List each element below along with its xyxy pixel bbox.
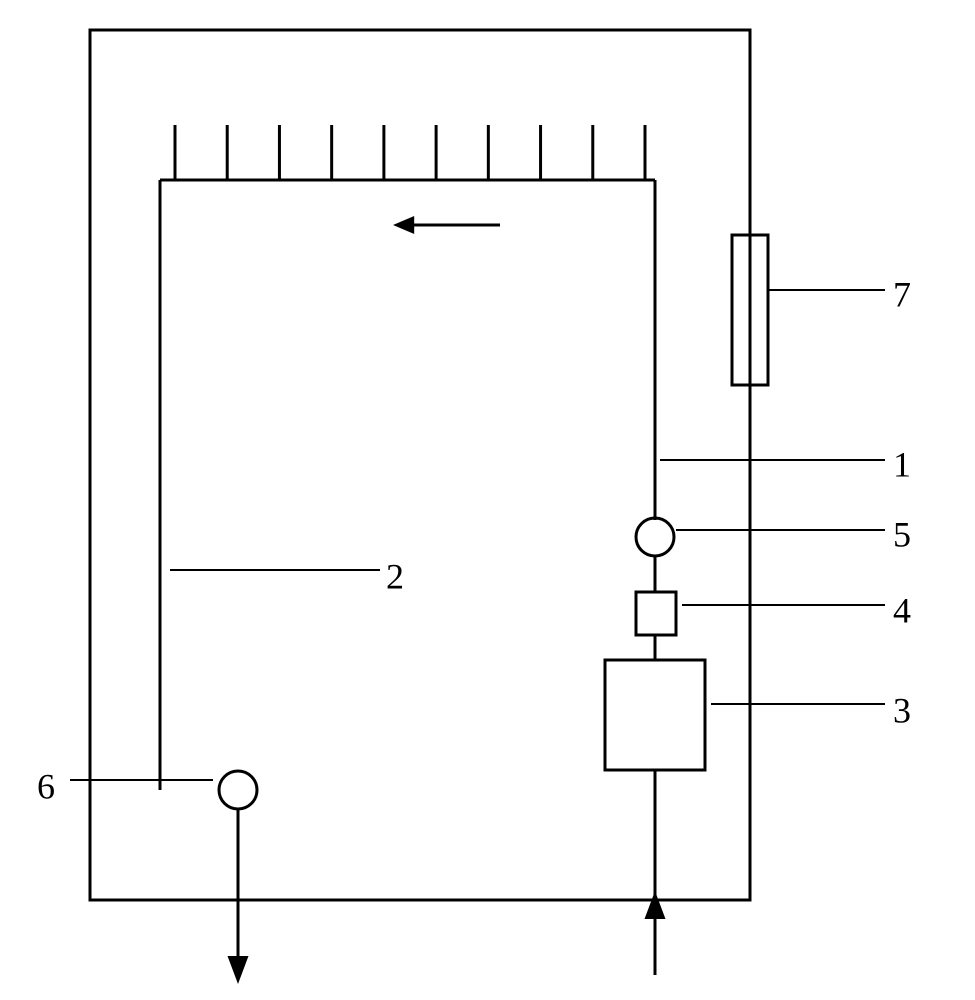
- component-5: [636, 518, 674, 556]
- component-4: [636, 592, 676, 635]
- label-6: 6: [37, 766, 55, 806]
- component-6: [219, 771, 257, 809]
- label-1: 1: [893, 444, 911, 484]
- label-3: 3: [893, 690, 911, 730]
- label-5: 5: [893, 514, 911, 554]
- label-2: 2: [386, 556, 404, 596]
- component-3: [605, 660, 705, 770]
- label-7: 7: [893, 274, 911, 314]
- label-4: 4: [893, 590, 911, 630]
- schematic-diagram: 1 2 3 4 5 6 7: [0, 0, 975, 1000]
